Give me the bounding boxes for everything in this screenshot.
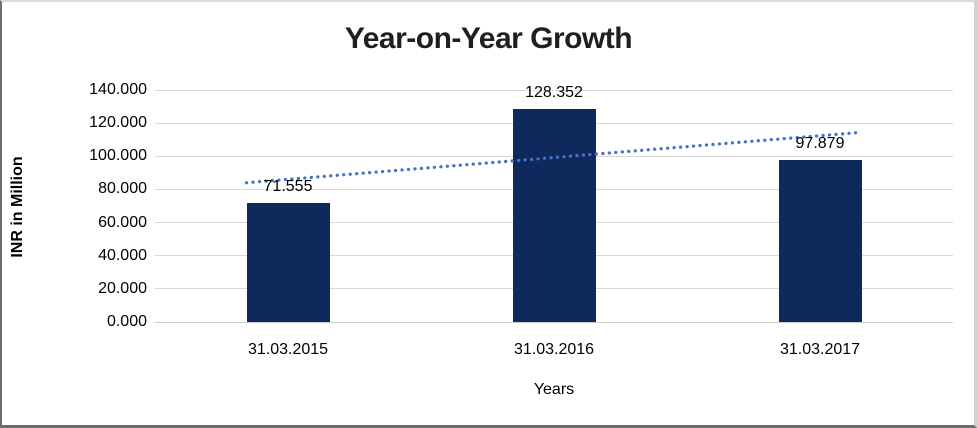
y-tick-label: 100.000	[89, 147, 147, 165]
bar-value-label: 97.879	[795, 134, 845, 152]
bar-value-label: 128.352	[525, 84, 583, 102]
y-gridline	[155, 321, 953, 323]
x-tick-label: 31.03.2017	[779, 341, 861, 358]
y-tick-label: 20.000	[98, 279, 147, 297]
bar	[778, 159, 862, 322]
y-tick-label: 0.000	[106, 313, 147, 330]
bar	[246, 203, 330, 322]
y-tick-label: 120.000	[89, 114, 147, 132]
bar	[512, 109, 596, 322]
y-tick-label: 140.000	[89, 81, 147, 98]
x-axis-title: Years	[533, 381, 575, 398]
x-tick-label: 31.03.2015	[247, 341, 329, 358]
y-gridline	[155, 89, 953, 91]
y-tick-label: 80.000	[98, 180, 147, 198]
y-tick-label: 40.000	[98, 246, 147, 264]
y-tick-label: 60.000	[98, 213, 147, 231]
bar-value-label: 71.555	[263, 178, 313, 196]
chart-title: Year-on-Year Growth	[344, 22, 633, 55]
x-tick-label: 31.03.2016	[513, 341, 595, 358]
